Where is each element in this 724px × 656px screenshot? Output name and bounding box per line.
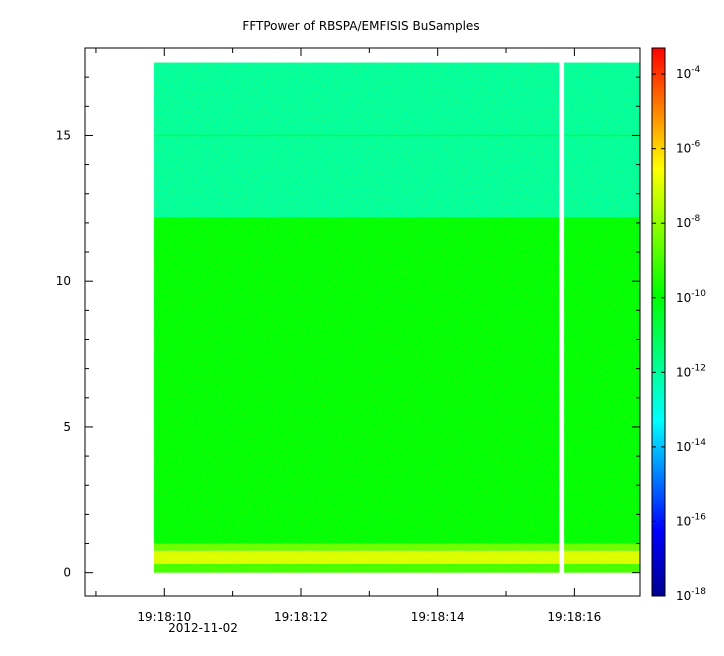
y-tick-label: 10 (56, 274, 71, 288)
plot-frame (84, 47, 641, 597)
x-tick-label: 19:18:12 (274, 610, 328, 624)
spectrogram-texture (154, 62, 640, 573)
x-tick-label: 19:18:14 (411, 610, 465, 624)
colorbar: 10-4 10-6 10-8 10-10 10-12 10-14 10-16 10-18 (651, 47, 706, 603)
colorbar-tick-label: 10-6 (676, 140, 701, 156)
colorbar-tick-label: 10-18 (676, 587, 706, 603)
y-tick-label: 0 (63, 566, 71, 580)
colorbar-tick-label: 10-16 (676, 512, 706, 528)
y-tick-label: 5 (63, 420, 71, 434)
colorbar-tick-label: 10-14 (676, 438, 706, 454)
colorbar-tick-label: 10-8 (676, 214, 701, 230)
x-tick-label: 19:18:10 (137, 610, 191, 624)
x-axis: 19:18:10 19:18:12 19:18:14 19:18:16 (95, 48, 601, 624)
colorbar-tick-label: 10-12 (676, 363, 706, 379)
x-tick-label: 19:18:16 (547, 610, 601, 624)
plot-area (154, 61, 640, 574)
data-gap (559, 61, 565, 574)
y-axis: 0 5 10 15 (56, 76, 640, 580)
y-tick-label: 15 (56, 128, 71, 142)
colorbar-gradient (651, 47, 666, 597)
chart-title: FFTPower of RBSPA/EMFISIS BuSamples (242, 19, 479, 33)
colorbar-tick-label: 10-4 (676, 65, 701, 81)
colorbar-tick-label: 10-10 (676, 289, 706, 305)
x-axis-date-label: 2012-11-02 (168, 621, 238, 635)
